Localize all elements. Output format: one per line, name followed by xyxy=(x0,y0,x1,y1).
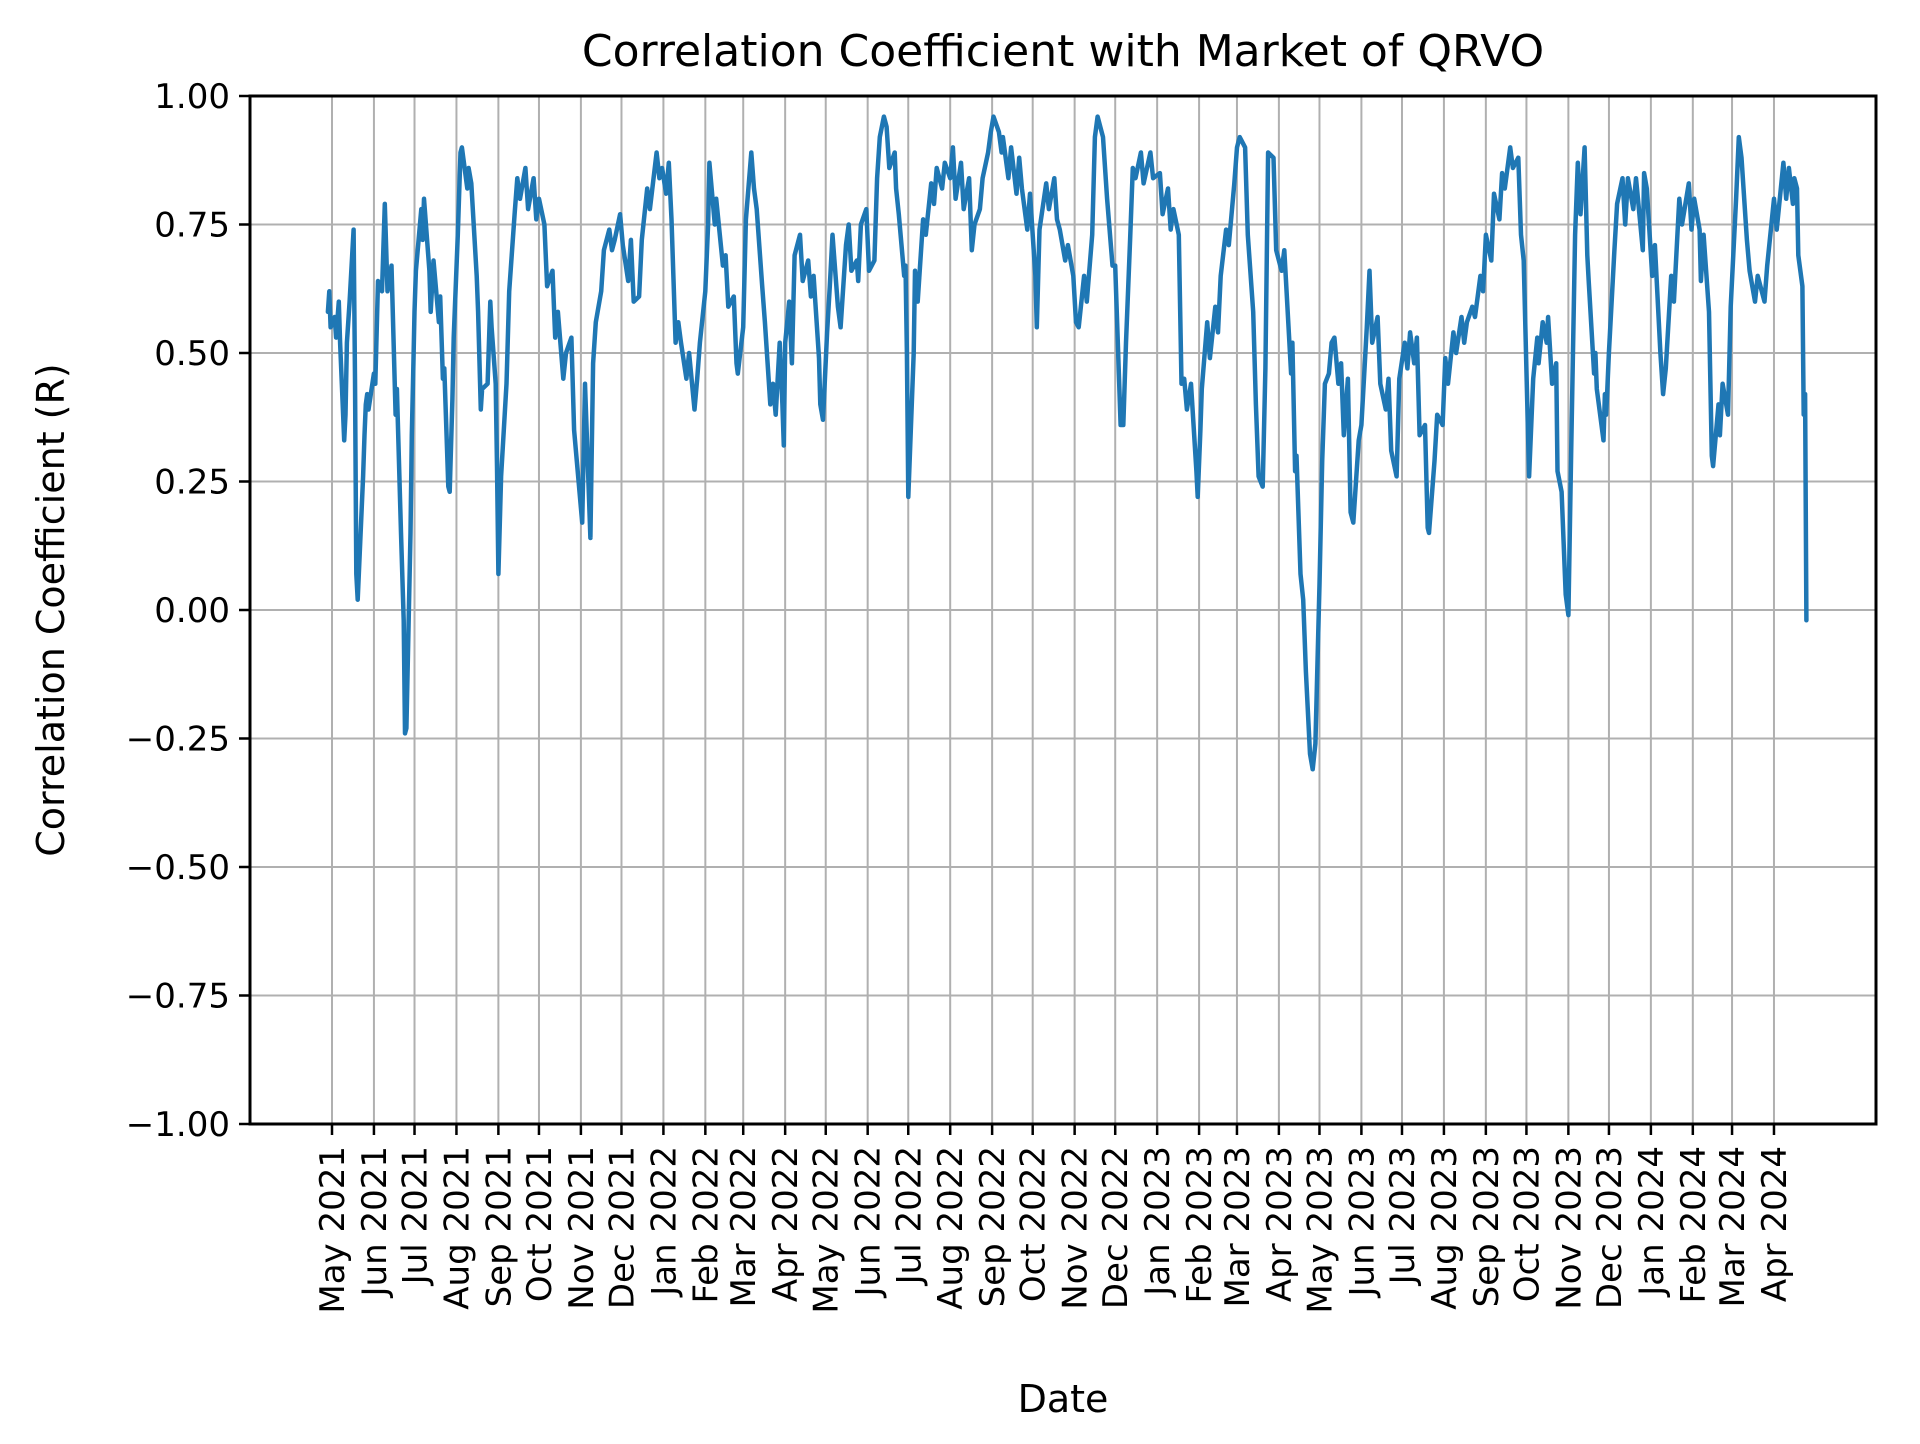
x-tick-label: Apr 2024 xyxy=(1755,1146,1795,1302)
x-tick-label: Oct 2021 xyxy=(520,1146,560,1302)
y-axis-label: Correlation Coefficient (R) xyxy=(29,363,73,856)
x-axis-label: Date xyxy=(1018,1377,1109,1421)
y-tick-label: −0.50 xyxy=(126,848,230,888)
x-tick-label: Apr 2022 xyxy=(766,1146,806,1302)
correlation-line xyxy=(325,114,1809,772)
x-tick-label: Jun 2021 xyxy=(355,1146,395,1298)
x-tick-label: Jan 2024 xyxy=(1632,1146,1672,1298)
x-tick-label: Nov 2022 xyxy=(1056,1146,1096,1310)
x-tick-label: Nov 2023 xyxy=(1549,1146,1589,1310)
x-tick-label: Sep 2023 xyxy=(1467,1146,1507,1307)
x-tick-label: Mar 2024 xyxy=(1713,1146,1753,1307)
x-tick-label: Apr 2023 xyxy=(1260,1146,1300,1302)
y-tick-label: −1.00 xyxy=(126,1105,230,1145)
x-tick-label: Aug 2023 xyxy=(1425,1146,1465,1310)
y-tick-label: 1.00 xyxy=(154,77,230,117)
x-tick-label: May 2023 xyxy=(1300,1146,1340,1314)
x-tick-label: Feb 2022 xyxy=(686,1146,726,1304)
y-tick-label: −0.25 xyxy=(126,720,230,760)
x-tick-label: Jun 2023 xyxy=(1342,1146,1382,1298)
x-tick-label: Aug 2021 xyxy=(437,1146,477,1310)
x-tick-label: Jan 2023 xyxy=(1138,1146,1178,1298)
x-tick-label: Mar 2023 xyxy=(1218,1146,1258,1307)
x-tick-label: Sep 2021 xyxy=(479,1146,519,1307)
x-tick-label: Dec 2021 xyxy=(602,1146,642,1309)
x-tick-label: Nov 2021 xyxy=(562,1146,602,1310)
y-tick-label: 0.25 xyxy=(154,463,230,503)
data-line-layer xyxy=(325,114,1809,772)
x-tick-label: Jul 2023 xyxy=(1383,1146,1423,1286)
chart-title: Correlation Coefficient with Market of Q… xyxy=(582,26,1544,77)
x-tick-label: Jul 2021 xyxy=(396,1146,436,1286)
x-tick-label: May 2021 xyxy=(313,1146,353,1314)
y-tick-label: 0.00 xyxy=(154,591,230,631)
x-tick-label: Oct 2022 xyxy=(1014,1146,1054,1302)
x-tick-label: Jan 2022 xyxy=(644,1146,684,1298)
x-tick-label: Aug 2022 xyxy=(931,1146,971,1310)
y-tick-label: 0.75 xyxy=(154,206,230,246)
y-tick-label: −0.75 xyxy=(126,977,230,1017)
x-tick-label: Mar 2022 xyxy=(724,1146,764,1307)
x-tick-label: Jun 2022 xyxy=(849,1146,889,1298)
x-tick-label: Jul 2022 xyxy=(889,1146,929,1286)
x-tick-label: Sep 2022 xyxy=(973,1146,1013,1307)
tick-layer: 1.00 0.75 0.50 0.25 0.00 −0.25 −0.50 −0.75 −1.00… xyxy=(126,77,1795,1314)
x-tick-label: Dec 2023 xyxy=(1590,1146,1630,1309)
x-tick-label: Dec 2022 xyxy=(1096,1146,1136,1309)
x-tick-label: Feb 2023 xyxy=(1180,1146,1220,1304)
x-tick-label: Oct 2023 xyxy=(1507,1146,1547,1302)
x-tick-label: Feb 2024 xyxy=(1674,1146,1714,1304)
x-tick-label: May 2022 xyxy=(807,1146,847,1314)
y-tick-label: 0.50 xyxy=(154,334,230,374)
